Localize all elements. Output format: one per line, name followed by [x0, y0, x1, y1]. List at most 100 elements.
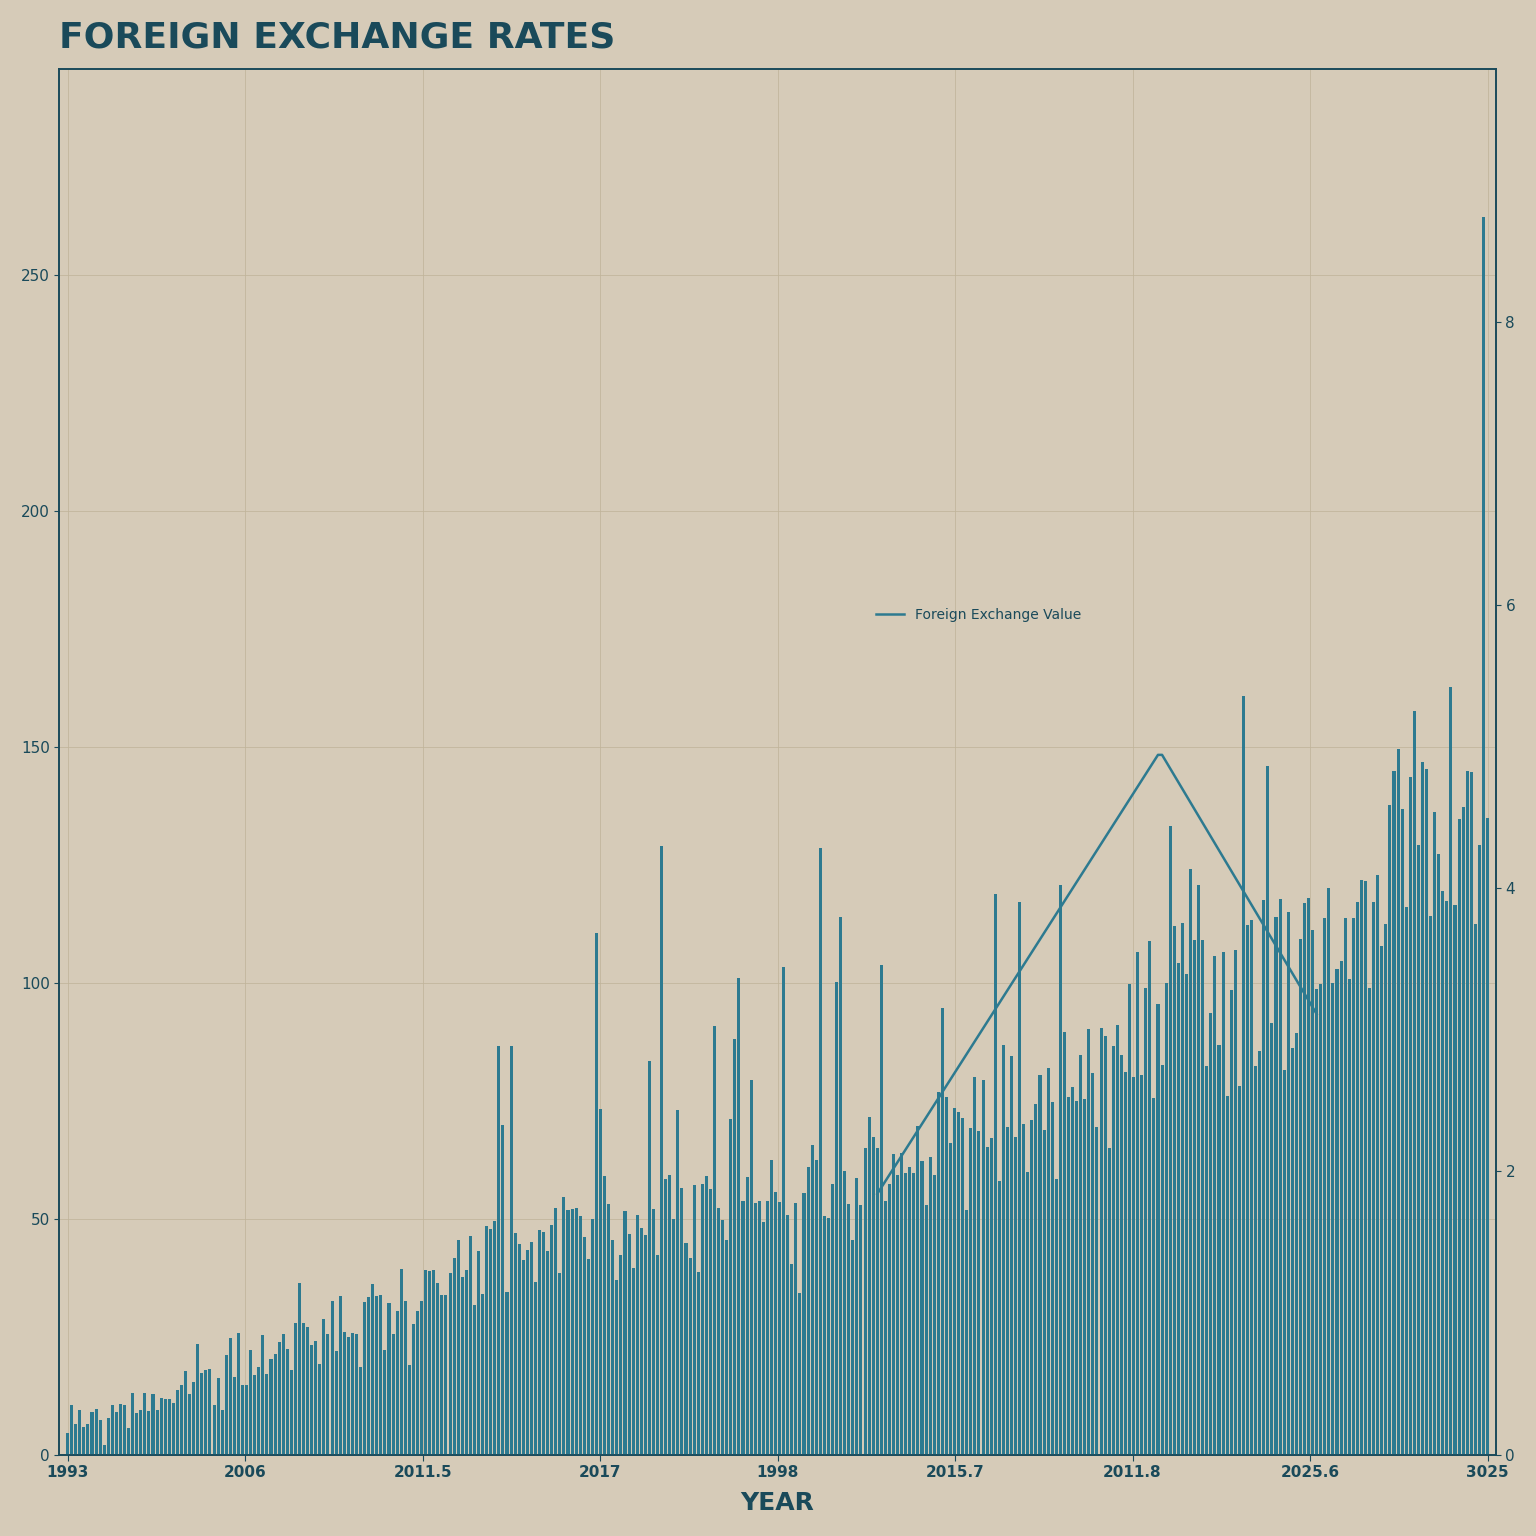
Bar	[91, 1412, 94, 1455]
Bar	[1381, 946, 1384, 1455]
Bar	[1482, 217, 1485, 1455]
Bar	[257, 1367, 260, 1455]
Bar	[461, 1276, 464, 1455]
Bar	[303, 1324, 306, 1455]
Bar	[567, 1210, 570, 1455]
Bar	[513, 1233, 516, 1455]
Bar	[1258, 1051, 1261, 1455]
Bar	[843, 1172, 846, 1455]
Bar	[965, 1210, 968, 1455]
Foreign Exchange Value	[991, 994, 1009, 1012]
Bar	[1043, 1130, 1046, 1455]
Bar	[982, 1080, 985, 1455]
Bar	[330, 1301, 333, 1455]
Bar	[851, 1240, 854, 1455]
Foreign Exchange Value	[1014, 955, 1032, 974]
Bar	[1287, 912, 1290, 1455]
Bar	[1152, 1098, 1155, 1455]
Bar	[164, 1399, 167, 1455]
Bar	[998, 1181, 1001, 1455]
Bar	[1445, 900, 1448, 1455]
Bar	[167, 1399, 170, 1455]
Bar	[367, 1298, 370, 1455]
Bar	[485, 1226, 488, 1455]
Bar	[209, 1369, 212, 1455]
Bar	[1137, 952, 1140, 1455]
Bar	[799, 1293, 802, 1455]
Bar	[1352, 919, 1355, 1455]
Bar	[449, 1273, 452, 1455]
Bar	[1230, 991, 1233, 1455]
Bar	[570, 1209, 573, 1455]
Bar	[180, 1385, 183, 1455]
Bar	[811, 1144, 814, 1455]
Bar	[127, 1428, 131, 1455]
Bar	[1021, 1124, 1025, 1455]
Bar	[123, 1405, 126, 1455]
Bar	[750, 1080, 753, 1455]
Bar	[550, 1226, 553, 1455]
Bar	[98, 1419, 101, 1455]
Bar	[1026, 1172, 1029, 1455]
Bar	[204, 1370, 207, 1455]
Bar	[1401, 809, 1404, 1455]
Bar	[473, 1304, 476, 1455]
Bar	[710, 1189, 713, 1455]
Foreign Exchange Value	[1149, 745, 1167, 763]
Bar	[1112, 1046, 1115, 1455]
Bar	[1209, 1014, 1212, 1455]
Bar	[1409, 777, 1412, 1455]
Bar	[1359, 880, 1362, 1455]
Bar	[579, 1217, 582, 1455]
Bar	[106, 1418, 109, 1455]
Bar	[1197, 885, 1200, 1455]
Bar	[1413, 711, 1416, 1455]
Bar	[624, 1212, 627, 1455]
Bar	[766, 1201, 770, 1455]
Bar	[900, 1154, 903, 1455]
Bar	[1157, 1005, 1160, 1455]
Bar	[233, 1376, 237, 1455]
Bar	[1011, 1055, 1014, 1455]
Bar	[273, 1353, 276, 1455]
Bar	[266, 1373, 269, 1455]
Bar	[399, 1269, 402, 1455]
Bar	[1324, 917, 1326, 1455]
Bar	[868, 1118, 871, 1455]
Bar	[802, 1192, 805, 1455]
Bar	[1075, 1101, 1078, 1455]
Bar	[135, 1413, 138, 1455]
Bar	[644, 1235, 647, 1455]
Bar	[338, 1296, 341, 1455]
Bar	[1299, 940, 1303, 1455]
Bar	[989, 1138, 992, 1455]
Bar	[1303, 903, 1306, 1455]
Bar	[651, 1209, 654, 1455]
Bar	[1283, 1069, 1286, 1455]
Bar	[1181, 923, 1184, 1455]
Bar	[278, 1342, 281, 1455]
Bar	[131, 1393, 134, 1455]
Bar	[547, 1250, 550, 1455]
Bar	[253, 1375, 257, 1455]
Bar	[1058, 885, 1061, 1455]
Bar	[478, 1250, 481, 1455]
Bar	[1453, 905, 1456, 1455]
Bar	[1347, 978, 1350, 1455]
Bar	[335, 1352, 338, 1455]
Bar	[379, 1295, 382, 1455]
Bar	[290, 1370, 293, 1455]
Bar	[876, 1147, 879, 1455]
Bar	[1087, 1029, 1091, 1455]
Bar	[1384, 925, 1387, 1455]
Bar	[974, 1077, 977, 1455]
Bar	[140, 1410, 143, 1455]
Bar	[488, 1229, 492, 1455]
Bar	[1201, 940, 1204, 1455]
Bar	[530, 1241, 533, 1455]
Bar	[925, 1204, 928, 1455]
Bar	[1124, 1072, 1127, 1455]
Bar	[1270, 1023, 1273, 1455]
Bar	[95, 1410, 98, 1455]
Bar	[1332, 983, 1335, 1455]
